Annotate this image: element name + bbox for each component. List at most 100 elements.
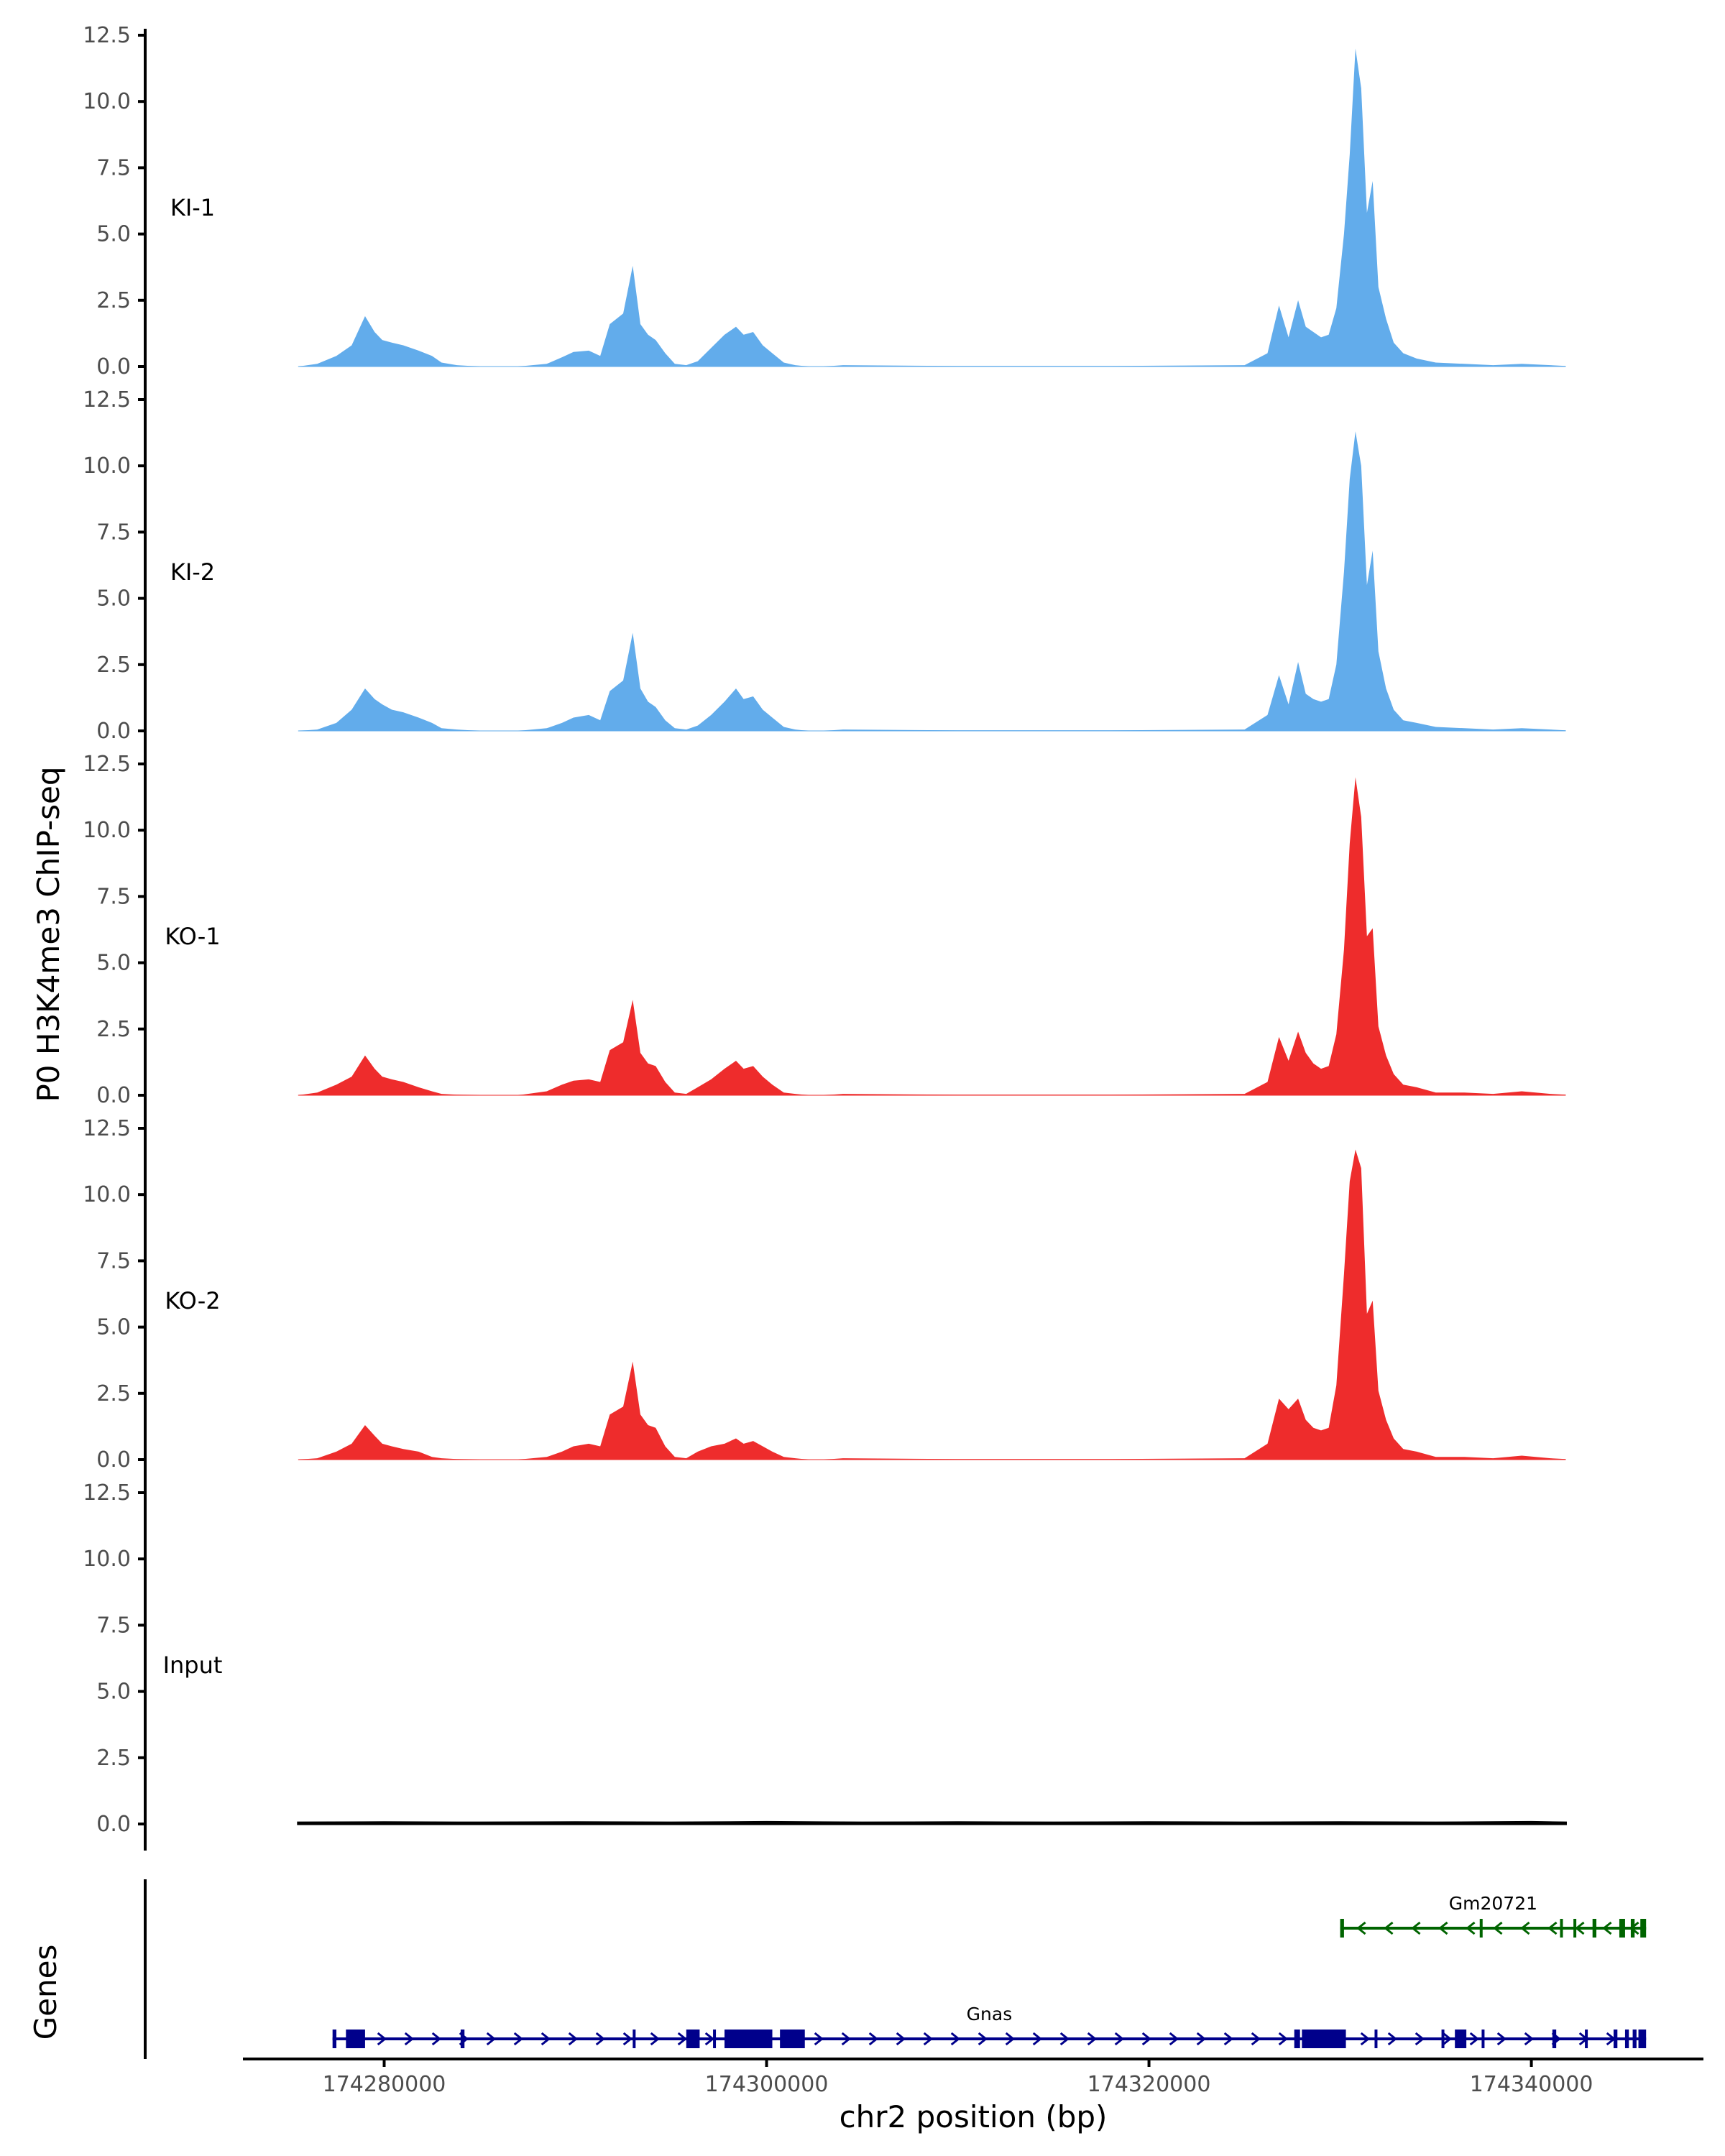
y-tick-label: 7.5 [96, 1613, 131, 1638]
gene-exon [1585, 2030, 1588, 2048]
y-tick-label: 5.0 [96, 586, 131, 612]
strand-arrow [1387, 2032, 1398, 2046]
strand-arrow [1278, 2032, 1289, 2046]
strand-arrow [868, 2032, 879, 2046]
y-tick-label: 10.0 [83, 1547, 131, 1572]
gene-exon [1481, 2030, 1485, 2048]
gene-exon [1340, 1919, 1344, 1938]
x-axis: 174280000 174300000 174320000 174340000 [243, 2058, 1703, 2097]
x-tick-label: 174320000 [1087, 2072, 1211, 2097]
track-ko-2: 0.0 2.5 5.0 7.5 10.0 12.5 KO-2 [83, 1116, 1566, 1486]
track-label: KI-2 [170, 558, 215, 586]
strand-arrow [1087, 2032, 1098, 2046]
y-tick-label: 12.5 [83, 387, 131, 413]
gene-exon [1560, 1919, 1563, 1938]
coverage-area [298, 431, 1566, 731]
gene-label: Gm20721 [1449, 1893, 1537, 1914]
y-tick-label: 12.5 [83, 1116, 131, 1141]
gene-exon [724, 2030, 773, 2048]
gene-label: Gnas [967, 2004, 1013, 2024]
x-axis-title: chr2 position (bp) [840, 2099, 1108, 2134]
track-ko-1: 0.0 2.5 5.0 7.5 10.0 12.5 KO-1 [83, 752, 1566, 1122]
y-tick-label: 2.5 [96, 1746, 131, 1771]
y-tick-label: 2.5 [96, 288, 131, 313]
track-label: KI-1 [170, 194, 215, 221]
strand-arrow [404, 2032, 415, 2046]
x-tick-label: 174300000 [705, 2072, 829, 2097]
strand-arrow [1384, 1921, 1394, 1935]
gene-exon [1573, 1919, 1577, 1938]
track-label: KO-2 [165, 1287, 220, 1314]
strand-arrow [1524, 2032, 1535, 2046]
strand-arrow [595, 2032, 606, 2046]
strand-arrow [1196, 2032, 1207, 2046]
gene-exon [1552, 2030, 1557, 2048]
strand-arrow [1032, 2032, 1043, 2046]
strand-arrow [1469, 2032, 1480, 2046]
strand-arrow [377, 2032, 387, 2046]
strand-arrow [1059, 2032, 1070, 2046]
strand-arrow [1575, 1921, 1585, 1935]
strand-arrow [1466, 1921, 1476, 1935]
gene-exon [346, 2030, 365, 2048]
y-tick-label: 0.0 [96, 719, 131, 744]
gene-exon [1441, 2030, 1445, 2048]
strand-arrow [1360, 2032, 1371, 2046]
gene-exon [1630, 1919, 1635, 1938]
gene-exon [1294, 2030, 1300, 2048]
strand-arrow [896, 2032, 906, 2046]
gene-exon [1455, 2030, 1467, 2048]
y-tick-label: 10.0 [83, 453, 131, 479]
tracks: 0.0 2.5 5.0 7.5 10.0 12.5 KI-1 0.0 2.5 5.0 7.5 10.0… [83, 23, 1567, 1851]
strand-arrow [1602, 1921, 1612, 1935]
strand-arrow [1223, 2032, 1234, 2046]
gene-exon [1374, 2030, 1378, 2048]
gene-exon [1613, 2030, 1618, 2048]
gene-exon [1479, 1919, 1483, 1938]
strand-arrow [1005, 2032, 1016, 2046]
y-tick-label: 2.5 [96, 1017, 131, 1042]
gene-exon [1632, 2030, 1637, 2048]
strand-arrow [1493, 1921, 1503, 1935]
genes-axis-title: Genes [28, 1945, 63, 2040]
strand-arrow [1547, 1921, 1558, 1935]
coverage-area [297, 1820, 1567, 1825]
strand-arrow [841, 2032, 852, 2046]
strand-arrow [431, 2032, 442, 2046]
track-ki-2: 0.0 2.5 5.0 7.5 10.0 12.5 KI-2 [83, 387, 1566, 757]
gene-exon [1302, 2030, 1346, 2048]
strand-arrow [950, 2032, 961, 2046]
y-tick-label: 10.0 [83, 89, 131, 114]
y-tick-label: 7.5 [96, 155, 131, 180]
strand-arrow [1438, 1921, 1448, 1935]
x-tick-label: 174340000 [1470, 2072, 1593, 2097]
gene-exon [713, 2030, 717, 2048]
strand-arrow [513, 2032, 524, 2046]
y-tick-label: 0.0 [96, 354, 131, 379]
y-tick-label: 2.5 [96, 1381, 131, 1406]
y-tick-label: 10.0 [83, 1182, 131, 1207]
strand-arrow [650, 2032, 661, 2046]
y-tick-label: 7.5 [96, 884, 131, 909]
gene-exon [1638, 2030, 1647, 2048]
strand-arrow [1520, 1921, 1530, 1935]
strand-arrow [923, 2032, 934, 2046]
strand-arrow [677, 2032, 688, 2046]
strand-arrow [1414, 2032, 1425, 2046]
gene-exon [632, 2030, 636, 2048]
strand-arrow [540, 2032, 551, 2046]
strand-arrow [486, 2032, 497, 2046]
gene-exon [332, 2030, 337, 2048]
gene-exon [1592, 1919, 1597, 1938]
y-tick-label: 5.0 [96, 1680, 131, 1705]
gene-exon [1640, 1919, 1647, 1938]
gene-exon [1624, 2030, 1629, 2048]
y-tick-label: 5.0 [96, 1315, 131, 1340]
strand-arrow [1141, 2032, 1152, 2046]
strand-arrow [1114, 2032, 1125, 2046]
gene-exon [686, 2030, 700, 2048]
x-tick-label: 174280000 [323, 2072, 446, 2097]
strand-arrow [1169, 2032, 1179, 2046]
strand-arrow [814, 2032, 824, 2046]
